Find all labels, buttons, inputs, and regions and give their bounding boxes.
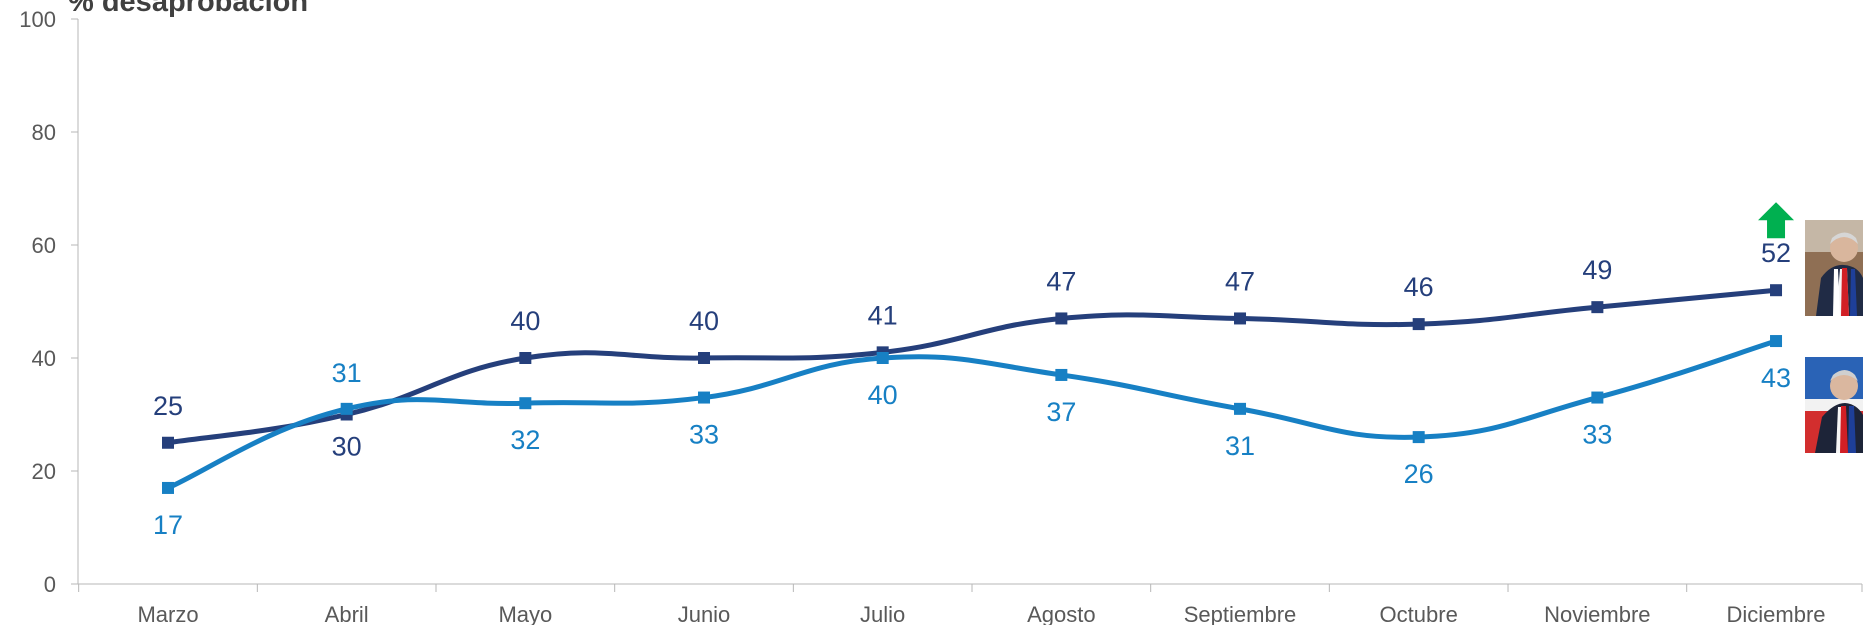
series-2-point-10 xyxy=(1770,335,1783,348)
series-1-data-label-8: 46 xyxy=(1404,272,1434,302)
series-1-point-10 xyxy=(1770,284,1783,297)
series-1-data-label-5: 41 xyxy=(868,300,898,330)
portrait-image xyxy=(1805,220,1863,316)
series-1-data-label-7: 47 xyxy=(1225,266,1255,296)
series-2-line xyxy=(165,338,1779,491)
y-tick-label-40: 40 xyxy=(32,346,56,371)
y-tick-label-60: 60 xyxy=(32,233,56,258)
series-2-point-9 xyxy=(1591,391,1604,404)
y-tick-label-0: 0 xyxy=(44,572,56,597)
x-tick-label-septiembre: Septiembre xyxy=(1184,602,1297,625)
series-2-data-label-5: 40 xyxy=(868,380,898,410)
series-2-data-label-8: 26 xyxy=(1404,459,1434,489)
series-1-data-label-2: 30 xyxy=(332,432,362,462)
x-tick-label-abril: Abril xyxy=(325,602,369,625)
series-1-point-7 xyxy=(1234,312,1247,325)
series-2-point-2 xyxy=(340,402,353,415)
x-tick-label-noviembre: Noviembre xyxy=(1544,602,1650,625)
series-2-data-label-7: 31 xyxy=(1225,431,1255,461)
series-2-point-4 xyxy=(698,391,711,404)
series-2-data-label-10: 43 xyxy=(1761,363,1791,393)
series-1-point-8 xyxy=(1412,318,1425,331)
x-tick-label-junio: Junio xyxy=(678,602,731,625)
series-2-data-label-1: 17 xyxy=(153,510,183,540)
series-1-point-6 xyxy=(1055,312,1068,325)
series-2-point-3 xyxy=(519,397,532,410)
up-arrow-icon xyxy=(1758,202,1795,239)
series-2-data-label-3: 32 xyxy=(510,425,540,455)
series-2-point-6 xyxy=(1055,368,1068,381)
series-1-data-label-6: 47 xyxy=(1046,266,1076,296)
series-1-point-4 xyxy=(698,352,711,364)
series-2-data-label-9: 33 xyxy=(1582,420,1612,450)
series-2-point-8 xyxy=(1412,431,1425,444)
series-2-data-label-6: 37 xyxy=(1046,397,1076,427)
chart-title: % desaprobación xyxy=(68,0,309,18)
series-1-data-label-1: 25 xyxy=(153,391,183,421)
x-tick-label-agosto: Agosto xyxy=(1027,602,1096,625)
x-tick-label-julio: Julio xyxy=(860,602,905,625)
series-1-point-3 xyxy=(519,352,532,364)
series-1-point-9 xyxy=(1591,301,1604,314)
x-tick-label-diciembre: Diciembre xyxy=(1727,602,1826,625)
x-tick-label-marzo: Marzo xyxy=(137,602,198,625)
y-tick-label-80: 80 xyxy=(32,120,56,145)
person-photo-bottom xyxy=(1805,357,1863,453)
series-1-line xyxy=(165,287,1779,446)
y-tick-label-20: 20 xyxy=(32,459,56,484)
person-photo-top xyxy=(1805,220,1863,316)
y-tick-label-100: 100 xyxy=(19,7,56,32)
portrait-image xyxy=(1805,357,1863,453)
x-tick-label-octubre: Octubre xyxy=(1380,602,1458,625)
series-1-data-label-3: 40 xyxy=(510,306,540,336)
series-2-data-label-4: 33 xyxy=(689,420,719,450)
series-2-point-1 xyxy=(162,481,174,494)
x-tick-label-mayo: Mayo xyxy=(498,602,552,625)
series-1-data-label-9: 49 xyxy=(1582,255,1612,285)
series-2-data-label-2: 31 xyxy=(332,358,362,388)
series-1-data-label-10: 52 xyxy=(1761,238,1791,268)
series-2-point-5 xyxy=(876,352,889,364)
series-2-point-7 xyxy=(1234,402,1247,415)
series-1-point-1 xyxy=(162,436,174,449)
series-1-data-label-4: 40 xyxy=(689,306,719,336)
